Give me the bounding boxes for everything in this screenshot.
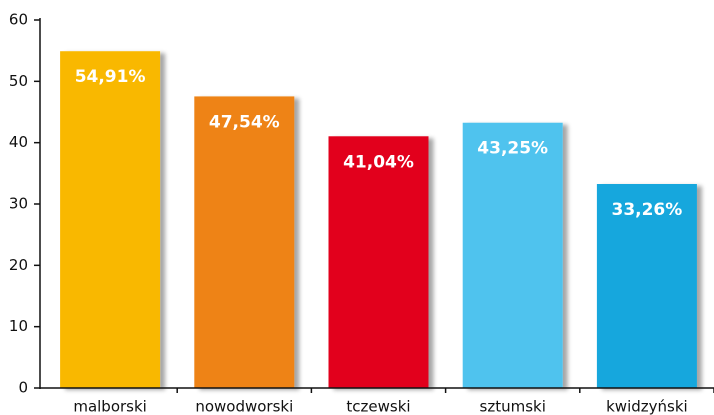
y-tick-label: 50 [9,72,28,90]
y-tick-label: 30 [9,195,28,213]
value-label: 43,25% [477,139,548,159]
value-label: 33,26% [611,200,682,220]
bar [596,184,697,388]
x-tick-label: tczewski [346,398,410,415]
bar [328,136,429,388]
bar [60,51,161,389]
x-tick-label: kwidzyński [606,398,688,415]
bar [194,96,295,389]
bar [462,122,563,388]
x-tick-label: nowodworski [195,398,293,415]
y-tick-label: 60 [9,11,28,29]
x-tick-label: sztumski [480,398,546,415]
y-tick-label: 10 [9,317,28,335]
y-tick-label: 20 [9,256,28,274]
y-tick-label: 40 [9,133,28,151]
value-label: 41,04% [343,152,414,172]
x-tick-label: malborski [73,398,147,415]
value-label: 54,91% [75,67,146,87]
y-tick-label: 0 [18,379,28,397]
value-label: 47,54% [209,112,280,132]
